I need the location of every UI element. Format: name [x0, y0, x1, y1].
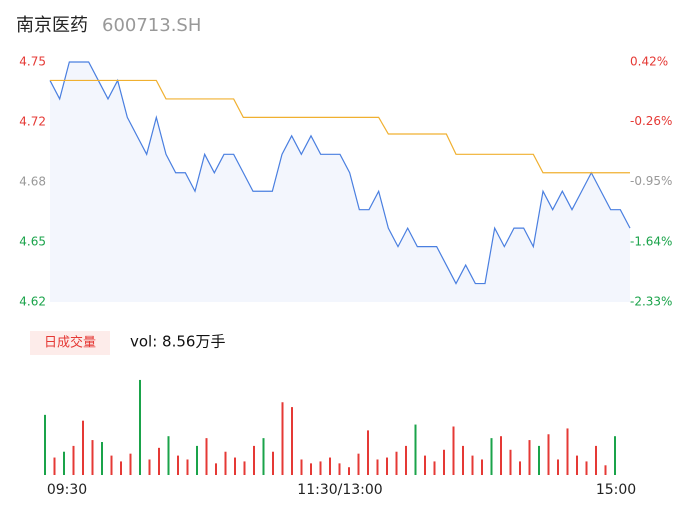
volume-bar	[205, 438, 208, 475]
volume-bar	[329, 457, 331, 475]
volume-bar	[110, 455, 113, 475]
volume-bar	[519, 461, 521, 475]
volume-bar	[509, 449, 512, 475]
y-tick-label: 4.62	[19, 295, 46, 309]
volume-bar	[547, 434, 550, 475]
volume-bar	[538, 445, 540, 475]
average-line	[50, 79, 630, 174]
volume-bar	[443, 449, 445, 475]
y-tick-label: 4.72	[19, 115, 46, 129]
stock-code: 600713.SH	[102, 15, 201, 36]
volume-bar	[367, 430, 369, 475]
volume-bar	[414, 424, 417, 475]
volume-bar	[101, 442, 103, 475]
volume-bar	[481, 459, 483, 475]
volume-bar	[386, 457, 388, 475]
volume-bar	[490, 438, 493, 475]
volume-bar	[272, 451, 274, 475]
volume-bar	[604, 465, 607, 475]
y2-tick-label: -0.95%	[630, 174, 672, 188]
volume-bar	[357, 453, 360, 475]
y-tick-label: 4.65	[19, 235, 46, 249]
volume-bar	[129, 453, 132, 475]
volume-bar	[585, 461, 588, 475]
y2-tick-label: 0.42%	[630, 55, 668, 69]
stock-name: 南京医药	[16, 15, 88, 36]
volume-bar	[262, 438, 265, 475]
volume-bar	[158, 447, 160, 475]
volume-tab[interactable]	[30, 331, 110, 355]
volume-bar	[310, 463, 312, 475]
volume-bar	[139, 379, 141, 475]
volume-bar	[82, 420, 84, 475]
volume-bar	[471, 455, 474, 475]
volume-bar	[243, 461, 246, 475]
y2-tick-label: -0.26%	[630, 114, 672, 128]
volume-bar	[72, 445, 75, 475]
y2-tick-label: -1.64%	[630, 234, 672, 248]
x-tick-label: 15:00	[596, 482, 636, 498]
x-tick-label: 11:30/13:00	[297, 482, 382, 498]
volume-bar	[281, 402, 284, 475]
volume-bar	[424, 455, 426, 475]
volume-bar	[462, 445, 464, 475]
price-area	[50, 62, 630, 302]
volume-bar	[566, 428, 569, 475]
volume-tab-label: 日成交量	[44, 335, 96, 351]
volume-bar	[614, 436, 616, 475]
volume-bar	[215, 463, 217, 475]
volume-bar	[319, 461, 322, 475]
volume-bar	[53, 457, 56, 475]
y-tick-label: 4.75	[19, 55, 46, 69]
volume-bar	[234, 457, 236, 475]
volume-bar	[63, 451, 65, 475]
volume-bar	[405, 445, 407, 475]
volume-bar	[120, 461, 122, 475]
volume-bar	[177, 455, 179, 475]
volume-bar	[348, 467, 350, 475]
volume-bar	[557, 459, 559, 475]
x-tick-label: 09:30	[47, 482, 87, 498]
volume-text: vol: 8.56万手	[130, 333, 225, 351]
volume-bar	[300, 459, 303, 475]
volume-bar	[291, 407, 293, 475]
volume-bar	[186, 459, 189, 475]
y-tick-label: 4.68	[19, 175, 46, 189]
volume-bar	[452, 426, 455, 475]
volume-bar	[167, 436, 170, 475]
volume-bar	[433, 461, 436, 475]
volume-bar	[500, 436, 502, 475]
volume-bar	[253, 445, 255, 475]
volume-bar	[395, 451, 398, 475]
y2-tick-label: -2.33%	[630, 295, 672, 309]
volume-bar	[224, 451, 227, 475]
volume-bar	[376, 459, 379, 475]
price-line	[49, 61, 631, 285]
volume-bar	[148, 459, 151, 475]
volume-bar	[44, 414, 46, 475]
volume-bar	[196, 445, 198, 475]
volume-bar	[595, 445, 597, 475]
volume-bar	[338, 463, 341, 475]
volume-bar	[528, 440, 531, 475]
volume-bar	[576, 455, 578, 475]
volume-bar	[91, 440, 94, 475]
